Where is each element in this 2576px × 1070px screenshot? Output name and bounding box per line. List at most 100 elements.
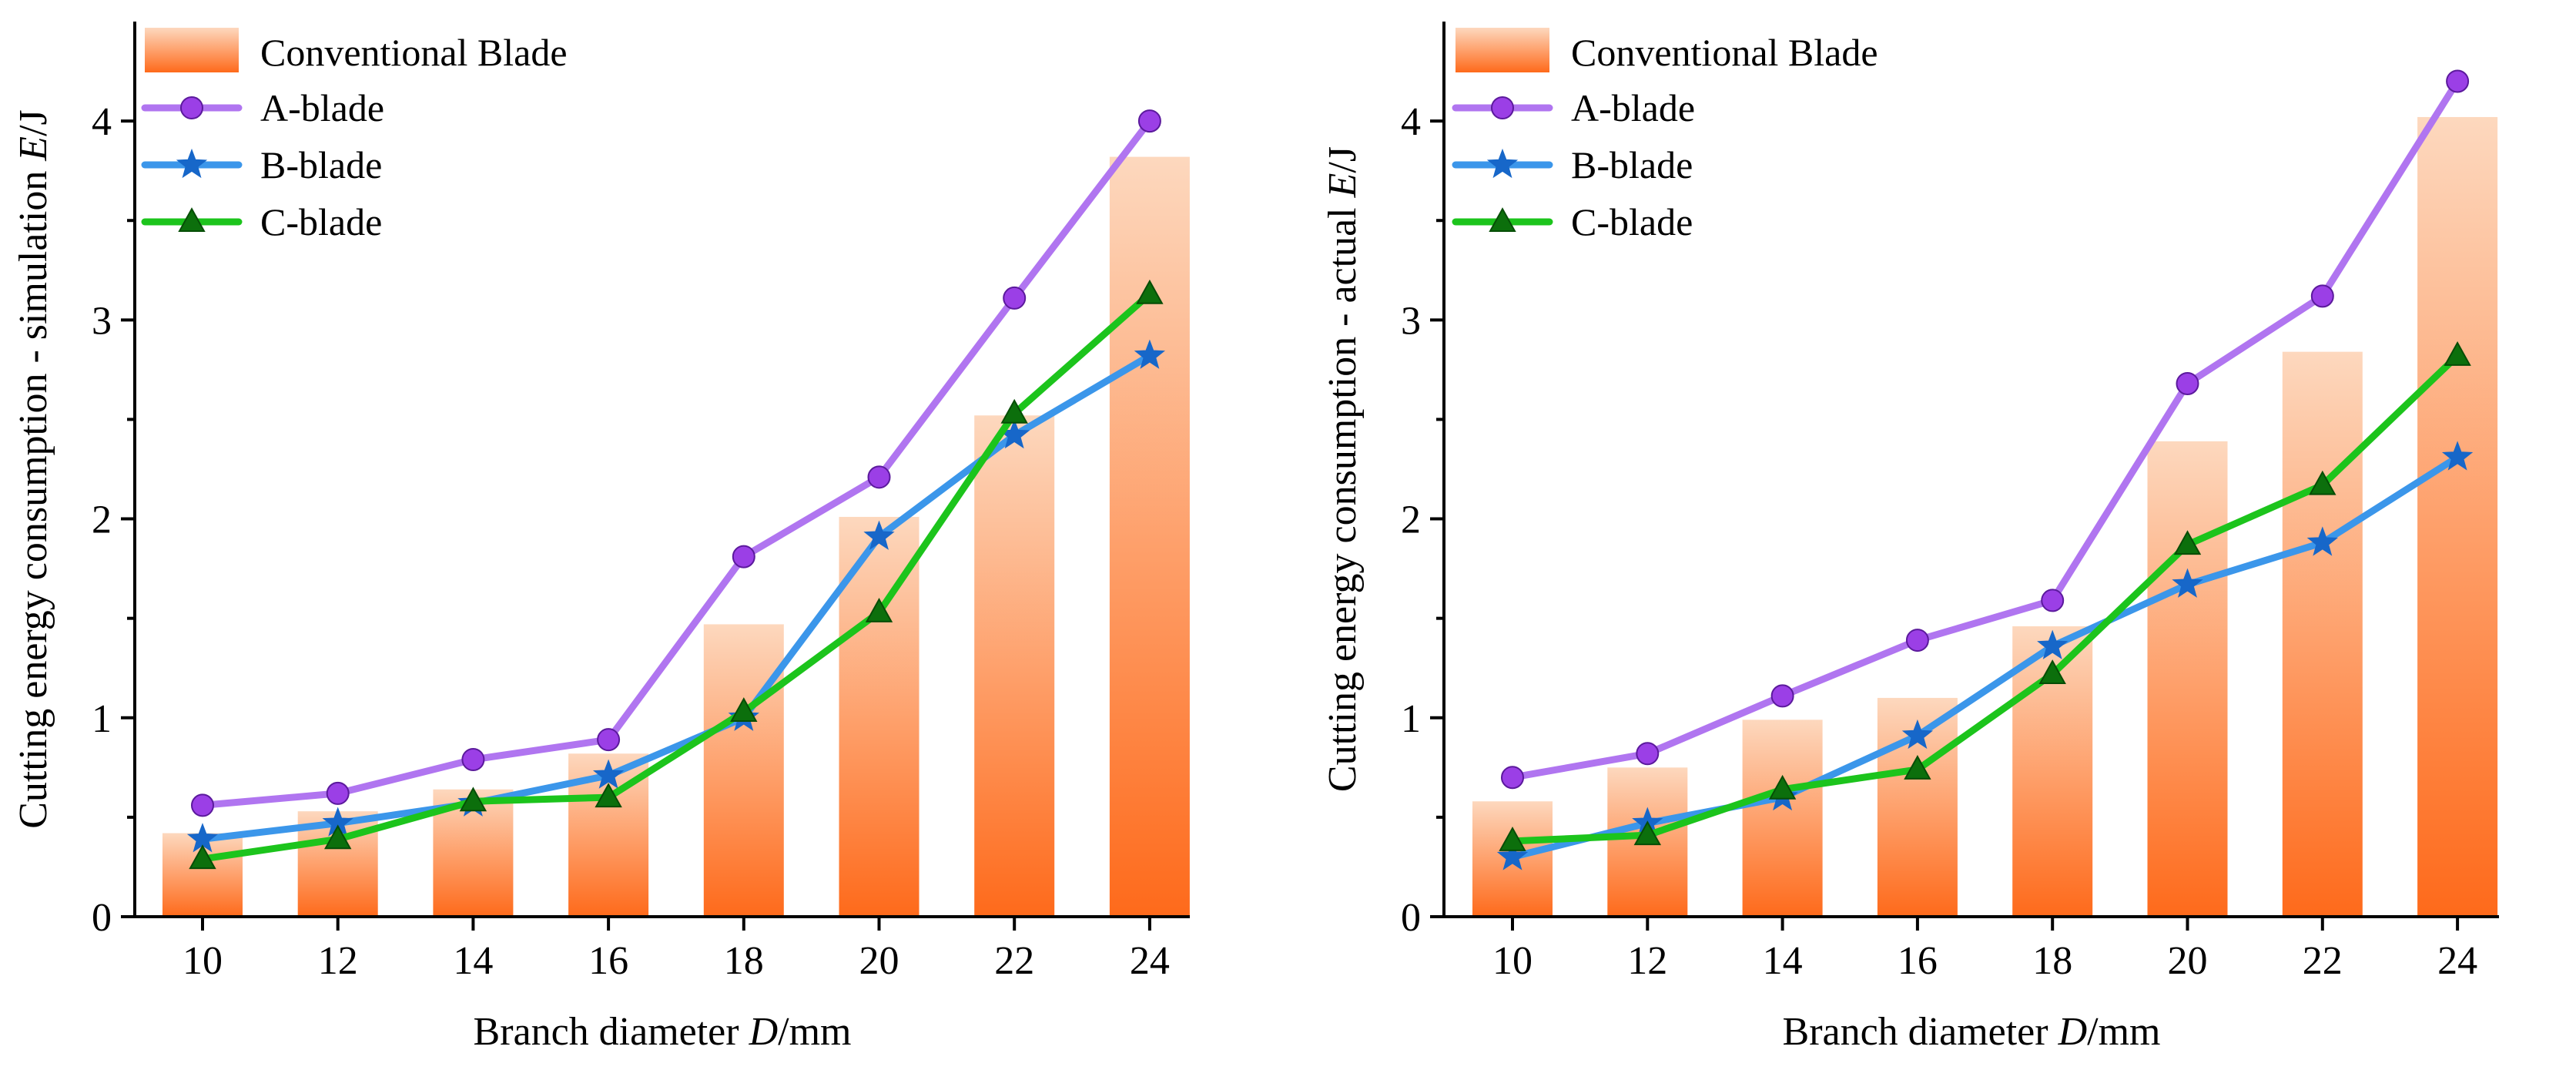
- panel-2-b-blade-line: [1509, 454, 2461, 860]
- panel-2-c-blade-point-10: [1499, 827, 1526, 851]
- panel-2-c-blade-line: [1509, 352, 2461, 845]
- panel-1-a-blade-point-12: [326, 781, 350, 805]
- panel-1-y-tick-label-0: 0: [92, 896, 112, 940]
- panel-1-c-blade-point-22: [1000, 398, 1028, 424]
- panel-2-y-tick-label-1: 1: [1401, 697, 1421, 741]
- panel-2-x-tick-label-10: 10: [1492, 939, 1533, 983]
- panel-2-c-blade-point-14: [1768, 774, 1797, 800]
- panel-1-b-blade-point-20: [863, 520, 895, 550]
- panel-2-legend-label-conventional-blade: Conventional Blade: [1571, 31, 1878, 74]
- panel-2-b-blade-point-10: [1496, 840, 1529, 870]
- panel-2-c-blade-point-12: [1633, 820, 1661, 846]
- panel-2-legend-label-c-blade: C-blade: [1571, 200, 1693, 243]
- panel-1-a-blade-point-22: [1003, 286, 1027, 310]
- panel-1-c-blade-point-14: [459, 787, 487, 812]
- panel-1-c-blade-point-20: [865, 598, 893, 622]
- panel-2-y-axis-title: Cutting energy consumption - actual E/J: [1321, 146, 1365, 792]
- panel-2-legend: Conventional Blade A-blade B-blade C-blade: [1452, 28, 1878, 243]
- panel-1-a-blade-point-14: [461, 748, 485, 772]
- panel-2-x-tick-label-12: 12: [1627, 939, 1667, 983]
- panel-1-bar-18: [703, 624, 784, 917]
- panel-1-legend: Conventional Blade A-blade B-blade C-blade: [141, 28, 568, 243]
- panel-2-a-blade-point-14: [1770, 684, 1794, 708]
- panel-1-legend-swatch-conventional-blade: [145, 28, 239, 72]
- panel-1-legend-marker-b-blade: [176, 148, 208, 179]
- panel-2-x-tick-label-18: 18: [2032, 939, 2072, 983]
- panel-2-legend-marker-c-blade: [1489, 207, 1516, 232]
- panel-1-x-tick-label-16: 16: [588, 939, 628, 983]
- panel-2-y-tick-label-0: 0: [1401, 896, 1421, 940]
- panel-2-legend-marker-b-blade: [1486, 148, 1519, 179]
- panel-1-c-blade-line: [199, 290, 1154, 863]
- panel-1-bar-24: [1109, 156, 1190, 917]
- panel-2-b-blade-point-24: [2441, 441, 2474, 471]
- panel-1-bar-22: [974, 415, 1055, 917]
- panel-2-bar-20: [2147, 441, 2228, 917]
- panel-1-a-blade-line: [199, 117, 1154, 809]
- panel-1-y-tick-label-3: 3: [92, 299, 112, 343]
- panel-1-y-tick-label-4: 4: [92, 100, 112, 144]
- panel-2-legend-label-b-blade: B-blade: [1571, 143, 1693, 186]
- panel-1-x-tick-label-22: 22: [994, 939, 1034, 983]
- panel-1-legend-label-b-blade: B-blade: [260, 143, 382, 186]
- panel-1-x-axis-title: Branch diameter D/mm: [474, 1010, 852, 1054]
- panel-2-c-blade-point-18: [2038, 659, 2066, 684]
- panel-2-a-blade-point-18: [2041, 589, 2065, 612]
- panel-2-b-blade-point-22: [2306, 526, 2338, 556]
- panel-2-c-blade-point-22: [2309, 470, 2336, 495]
- panel-1-c-blade-point-18: [730, 697, 758, 723]
- panel-1-c-blade-point-12: [324, 824, 352, 850]
- panel-2-x-axis-title: Branch diameter D/mm: [1783, 1010, 2161, 1054]
- panel-1-bar-20: [839, 516, 920, 917]
- panel-2-bar-24: [2417, 116, 2498, 917]
- panel-2-a-blade-point-16: [1905, 629, 1929, 652]
- panel-2-b-blade-point-20: [2172, 568, 2203, 598]
- panel-1-c-blade-point-24: [1136, 279, 1164, 304]
- panel-2-a-blade-point-24: [2446, 69, 2470, 93]
- panel-1-x-tick-label-18: 18: [724, 939, 764, 983]
- panel-1-legend-label-c-blade: C-blade: [260, 200, 382, 243]
- panel-2-a-blade-point-10: [1501, 766, 1524, 790]
- panel-1-legend-marker-a-blade: [180, 96, 203, 119]
- panel-2-x-tick-label-16: 16: [1898, 939, 1938, 983]
- panel-2-y-tick-label-4: 4: [1401, 100, 1421, 144]
- panel-1-b-blade-point-24: [1134, 339, 1166, 369]
- panel-1-a-blade-point-20: [867, 465, 891, 489]
- panel-1-legend-label-a-blade: A-blade: [260, 86, 384, 129]
- panel-1-x-tick-label-14: 14: [453, 939, 493, 983]
- panel-1-x-tick-label-24: 24: [1130, 939, 1170, 983]
- panel-2-a-blade-point-12: [1636, 742, 1660, 766]
- panel-2-legend-swatch-conventional-blade: [1455, 28, 1549, 72]
- panel-1-y-tick-label-2: 2: [92, 498, 112, 542]
- panel-2-y-tick-label-3: 3: [1401, 299, 1421, 343]
- panel-2-x-tick-label-24: 24: [2437, 939, 2477, 983]
- panel-1-a-blade-point-16: [597, 728, 621, 752]
- panel-1-a-blade-point-24: [1137, 109, 1161, 133]
- panel-1-legend-label-conventional-blade: Conventional Blade: [260, 31, 568, 74]
- panel-2-x-tick-label-14: 14: [1763, 939, 1803, 983]
- panel-2-legend-marker-a-blade: [1491, 96, 1514, 119]
- panel-2-c-blade-point-16: [1904, 755, 1931, 780]
- panel-2-legend-label-a-blade: A-blade: [1571, 86, 1695, 129]
- panel-1-x-tick-label-10: 10: [183, 939, 223, 983]
- panel-1-legend-marker-c-blade: [178, 207, 206, 232]
- panel-1-a-blade-point-18: [732, 545, 755, 569]
- panel-2-b-blade-point-16: [1901, 719, 1934, 750]
- panel-1-y-tick-label-1: 1: [92, 697, 112, 741]
- panel-2-a-blade-line: [1509, 78, 2461, 781]
- panel-2-c-blade-point-20: [2173, 530, 2202, 555]
- panel-2-x-tick-label-22: 22: [2303, 939, 2343, 983]
- panel-1-c-blade-point-16: [595, 783, 622, 808]
- panel-2-b-blade-point-18: [2037, 629, 2069, 659]
- panel-2-a-blade-point-22: [2310, 284, 2334, 308]
- panel-2-bar-22: [2282, 351, 2363, 917]
- panel-1-c-blade-point-10: [189, 844, 216, 870]
- panel-2-y-tick-label-2: 2: [1401, 498, 1421, 542]
- panel-1-y-axis-title: Cutting energy consumption - simulation …: [12, 109, 55, 829]
- panel-2-x-tick-label-20: 20: [2168, 939, 2208, 983]
- panel-1-x-tick-label-20: 20: [859, 939, 899, 983]
- panel-2-bar-14: [1742, 719, 1823, 917]
